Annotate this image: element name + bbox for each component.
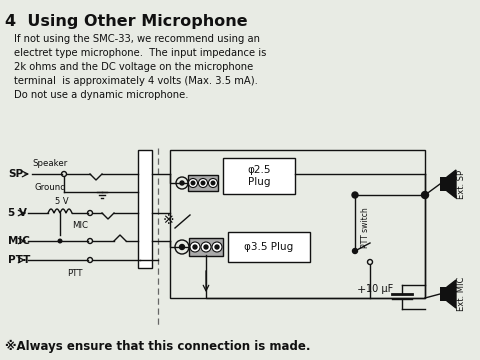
Text: φ3.5 Plug: φ3.5 Plug <box>244 242 294 252</box>
Text: If not using the SMC-33, we recommend using an
electret type microphone.  The in: If not using the SMC-33, we recommend us… <box>14 34 266 100</box>
Bar <box>189 238 223 256</box>
Text: φ2.5
Plug: φ2.5 Plug <box>247 165 271 187</box>
Text: PTT switch: PTT switch <box>361 207 370 248</box>
Circle shape <box>352 192 358 198</box>
Bar <box>440 287 447 301</box>
Circle shape <box>190 242 200 252</box>
Text: ※: ※ <box>162 213 174 227</box>
Text: Ext. SP: Ext. SP <box>457 170 467 199</box>
Circle shape <box>193 245 197 249</box>
Text: MIC: MIC <box>8 236 30 246</box>
Polygon shape <box>447 280 456 308</box>
Circle shape <box>58 238 62 243</box>
Polygon shape <box>447 170 456 198</box>
Text: SP: SP <box>8 169 23 179</box>
Circle shape <box>421 192 429 198</box>
Circle shape <box>180 181 184 185</box>
Text: +: + <box>357 285 366 295</box>
Circle shape <box>199 179 207 188</box>
Text: 10 μF: 10 μF <box>366 284 393 294</box>
Text: MIC: MIC <box>72 220 88 230</box>
Bar <box>170 150 425 298</box>
Text: PTT: PTT <box>8 255 30 265</box>
Text: Speaker: Speaker <box>32 158 68 167</box>
Bar <box>228 232 310 262</box>
Circle shape <box>201 181 205 185</box>
Text: Ext. MIC: Ext. MIC <box>457 277 467 311</box>
Text: PTT: PTT <box>67 269 83 278</box>
Circle shape <box>189 179 197 188</box>
Circle shape <box>352 248 358 253</box>
Circle shape <box>212 242 222 252</box>
Text: 4  Using Other Microphone: 4 Using Other Microphone <box>5 14 248 29</box>
Text: ※Always ensure that this connection is made.: ※Always ensure that this connection is m… <box>5 340 311 353</box>
Circle shape <box>201 242 211 252</box>
Circle shape <box>180 244 184 249</box>
Bar <box>440 177 447 191</box>
Bar <box>223 158 295 194</box>
Circle shape <box>211 181 215 185</box>
Bar <box>188 175 218 191</box>
Text: 5 V: 5 V <box>8 208 27 218</box>
Text: Ground: Ground <box>34 184 66 193</box>
Circle shape <box>191 181 195 185</box>
Text: 5 V: 5 V <box>55 198 69 207</box>
Circle shape <box>208 179 217 188</box>
Bar <box>138 150 152 268</box>
Circle shape <box>204 245 208 249</box>
Circle shape <box>215 245 219 249</box>
